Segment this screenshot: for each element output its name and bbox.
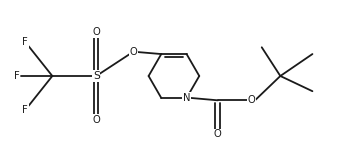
Text: N: N <box>183 93 190 103</box>
Text: O: O <box>214 129 222 139</box>
Text: F: F <box>14 71 20 81</box>
Text: O: O <box>130 47 137 57</box>
Text: F: F <box>23 105 28 115</box>
Text: O: O <box>248 95 256 105</box>
Text: S: S <box>93 71 100 81</box>
Text: O: O <box>92 115 100 125</box>
Text: O: O <box>92 27 100 37</box>
Text: F: F <box>23 37 28 47</box>
